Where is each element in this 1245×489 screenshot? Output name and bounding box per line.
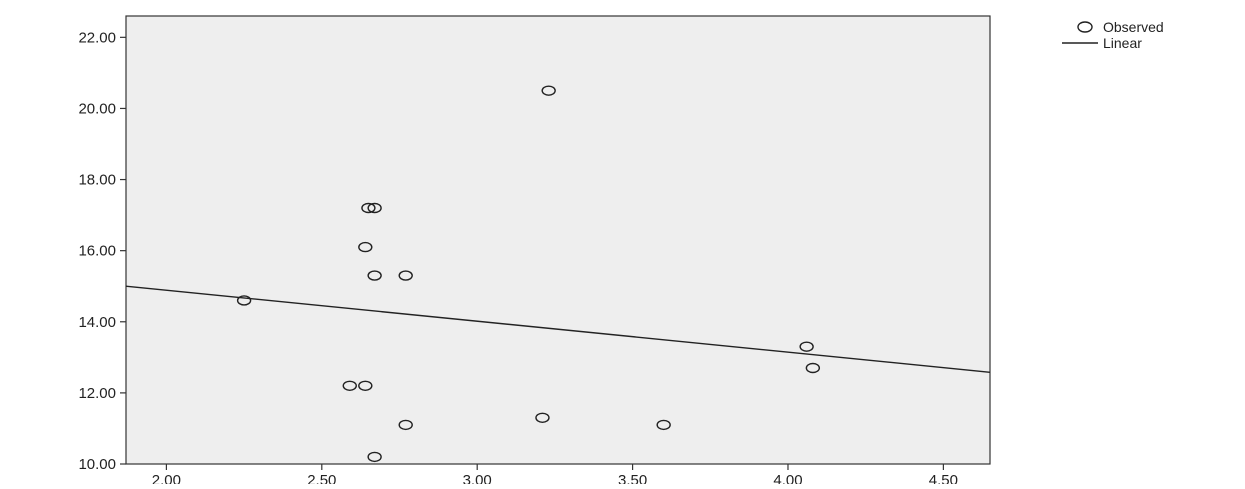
x-tick-label: 3.00 [463, 472, 492, 484]
data-point-observed [398, 270, 413, 281]
fit-line-linear [125, 285, 991, 373]
data-point-observed [361, 202, 376, 214]
data-point-observed [799, 341, 814, 352]
y-tick-label: 16.00 [78, 243, 116, 260]
data-point-observed [541, 85, 556, 96]
legend-label-linear: Linear [1103, 35, 1142, 51]
x-axis: 2.00 2.50 3.00 3.50 4.00 4.50 [152, 464, 958, 489]
data-point-observed [656, 419, 671, 431]
x-tick-label: 2.50 [307, 472, 336, 484]
data-point-observed [342, 380, 357, 391]
x-tick-label: 4.50 [929, 472, 958, 484]
data-point-observed [398, 419, 413, 431]
legend-marker-observed [1077, 21, 1093, 33]
y-axis: 10.00 12.00 14.00 16.00 18.00 20.00 22.00 [78, 29, 126, 473]
y-tick-label: 22.00 [78, 29, 116, 46]
series-layer [125, 85, 991, 463]
data-point-observed [358, 241, 373, 253]
data-point-observed [367, 270, 382, 281]
data-point-observed [367, 202, 382, 214]
x-tick-label: 2.00 [152, 472, 181, 484]
y-tick-label: 12.00 [78, 385, 116, 402]
y-tick-label: 18.00 [78, 172, 116, 189]
data-point-observed [358, 380, 373, 391]
x-tick-label: 4.00 [773, 472, 802, 484]
plot-background [125, 15, 991, 465]
legend-label-observed: Observed [1103, 19, 1164, 35]
x-tick-label: 3.50 [618, 472, 647, 484]
y-tick-label: 20.00 [78, 100, 116, 117]
y-tick-label: 14.00 [78, 314, 116, 331]
data-point-observed [367, 451, 382, 463]
data-point-observed [805, 362, 821, 374]
data-point-observed [535, 412, 550, 423]
data-point-observed [236, 295, 252, 306]
y-tick-label: 10.00 [78, 456, 116, 473]
plot-frame [125, 15, 991, 465]
